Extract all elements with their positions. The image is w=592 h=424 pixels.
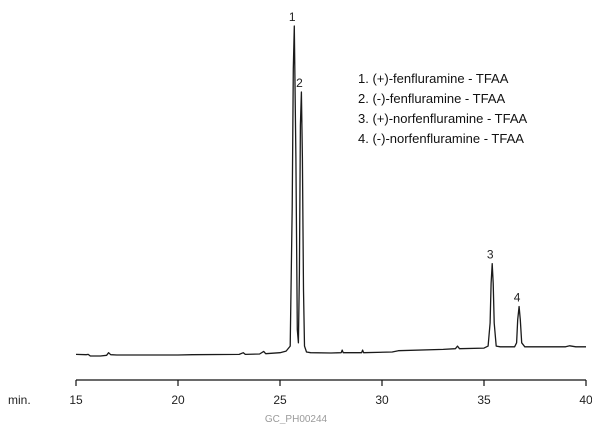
x-tick-label-40: 40 (579, 393, 592, 407)
peak-label-4: 4 (514, 291, 521, 305)
legend-entry-2: 2. (-)-fenfluramine - TFAA (358, 91, 505, 106)
chart-code-label: GC_PH00244 (265, 414, 328, 424)
peak-legend: 1. (+)-fenfluramine - TFAA 2. (-)-fenflu… (358, 71, 528, 146)
x-tick-label-25: 25 (273, 393, 287, 407)
x-tick-label-15: 15 (69, 393, 83, 407)
peak-label-3: 3 (487, 248, 494, 262)
legend-entry-3: 3. (+)-norfenfluramine - TFAA (358, 111, 528, 126)
legend-entry-4: 4. (-)-norfenfluramine - TFAA (358, 131, 524, 146)
x-tick-label-30: 30 (375, 393, 389, 407)
chromatogram-trace-1 (75, 25, 586, 357)
peak-label-1: 1 (289, 10, 296, 24)
peak-label-2: 2 (296, 76, 303, 90)
x-tick-label-20: 20 (171, 393, 185, 407)
x-tick-label-35: 35 (477, 393, 491, 407)
x-axis-label: min. (8, 393, 31, 407)
legend-entry-1: 1. (+)-fenfluramine - TFAA (358, 71, 509, 86)
